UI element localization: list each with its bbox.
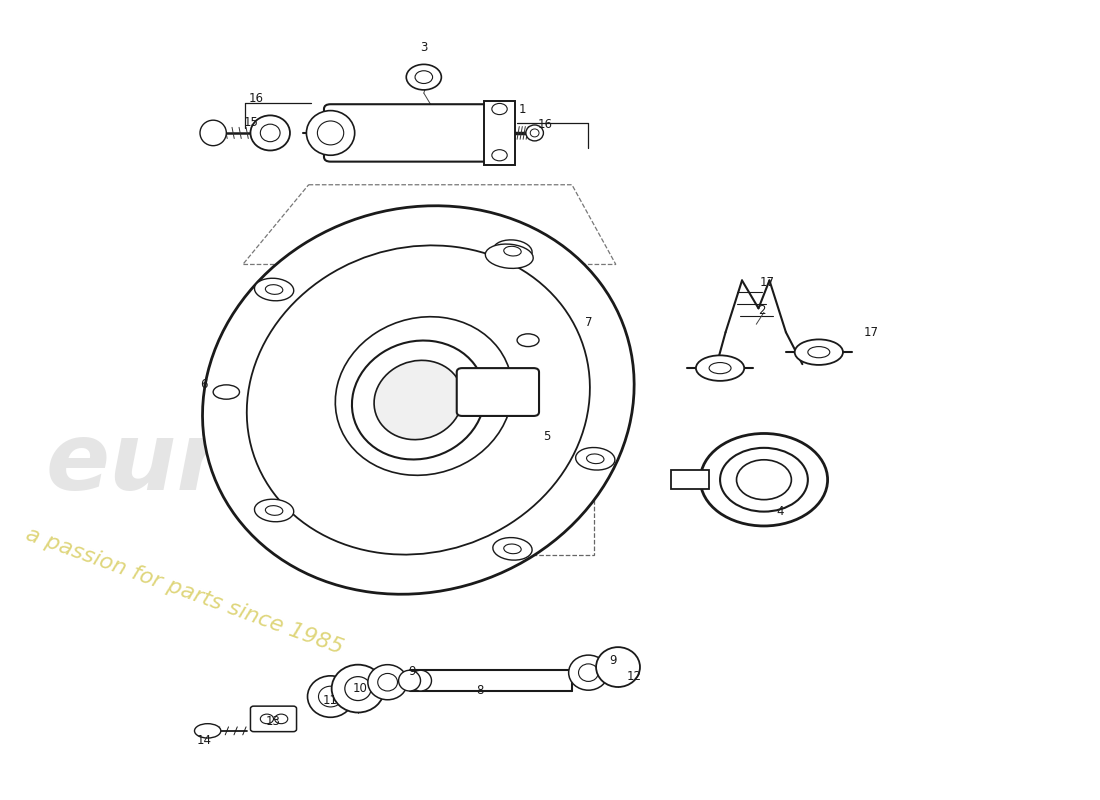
Text: 14: 14 (197, 734, 212, 747)
Ellipse shape (307, 110, 354, 155)
Ellipse shape (202, 206, 635, 594)
FancyBboxPatch shape (324, 104, 491, 162)
Ellipse shape (261, 124, 280, 142)
Ellipse shape (251, 115, 290, 150)
Circle shape (261, 714, 274, 724)
Text: 7: 7 (585, 316, 592, 329)
Ellipse shape (493, 538, 532, 560)
Circle shape (275, 714, 288, 724)
Circle shape (492, 150, 507, 161)
Ellipse shape (398, 670, 420, 691)
Ellipse shape (374, 360, 463, 440)
Ellipse shape (213, 385, 240, 399)
Ellipse shape (265, 506, 283, 515)
Text: 15: 15 (244, 116, 258, 129)
Circle shape (737, 460, 791, 500)
Text: 13: 13 (266, 714, 280, 728)
Circle shape (701, 434, 827, 526)
Ellipse shape (406, 64, 441, 90)
Bar (287, 380, 594, 555)
Ellipse shape (710, 362, 732, 374)
Ellipse shape (794, 339, 843, 365)
Text: 17: 17 (760, 275, 774, 289)
Ellipse shape (344, 677, 371, 701)
Text: 4: 4 (777, 505, 784, 518)
Circle shape (492, 103, 507, 114)
Text: 16: 16 (538, 118, 553, 131)
Ellipse shape (409, 670, 431, 691)
Text: 11: 11 (323, 694, 338, 707)
Ellipse shape (696, 355, 745, 381)
Ellipse shape (596, 647, 640, 687)
Ellipse shape (493, 240, 532, 262)
Ellipse shape (254, 278, 294, 301)
Ellipse shape (517, 334, 539, 346)
Ellipse shape (246, 246, 590, 554)
Ellipse shape (254, 499, 294, 522)
Text: 8: 8 (476, 684, 484, 697)
Bar (671, 470, 710, 490)
Text: 6: 6 (200, 378, 208, 390)
Ellipse shape (318, 121, 343, 145)
Ellipse shape (332, 665, 384, 713)
Ellipse shape (195, 724, 221, 738)
Bar (484, 101, 515, 165)
Ellipse shape (377, 674, 397, 691)
Ellipse shape (586, 454, 604, 464)
FancyBboxPatch shape (456, 368, 539, 416)
FancyBboxPatch shape (251, 706, 297, 732)
Ellipse shape (807, 346, 829, 358)
Ellipse shape (367, 665, 407, 700)
Text: euroPares: euroPares (45, 418, 582, 510)
Text: 17: 17 (864, 326, 879, 338)
Circle shape (720, 448, 807, 512)
Ellipse shape (569, 655, 608, 690)
Text: 12: 12 (627, 670, 642, 683)
Ellipse shape (526, 125, 543, 141)
Text: a passion for parts since 1985: a passion for parts since 1985 (23, 525, 346, 658)
Ellipse shape (352, 341, 485, 459)
Text: 1: 1 (519, 102, 526, 115)
Ellipse shape (308, 676, 353, 718)
Text: 9: 9 (408, 665, 416, 678)
Text: 9: 9 (608, 654, 616, 667)
Ellipse shape (530, 129, 539, 137)
Ellipse shape (200, 120, 227, 146)
Text: 5: 5 (543, 430, 550, 443)
Text: 3: 3 (420, 41, 428, 54)
Ellipse shape (415, 70, 432, 83)
Ellipse shape (319, 686, 342, 707)
Ellipse shape (485, 244, 534, 268)
Ellipse shape (265, 285, 283, 294)
Text: 16: 16 (249, 92, 263, 105)
Ellipse shape (504, 544, 521, 554)
Text: 2: 2 (758, 304, 766, 318)
Text: 10: 10 (353, 682, 367, 695)
Ellipse shape (504, 246, 521, 256)
Ellipse shape (575, 447, 615, 470)
Ellipse shape (579, 664, 598, 682)
